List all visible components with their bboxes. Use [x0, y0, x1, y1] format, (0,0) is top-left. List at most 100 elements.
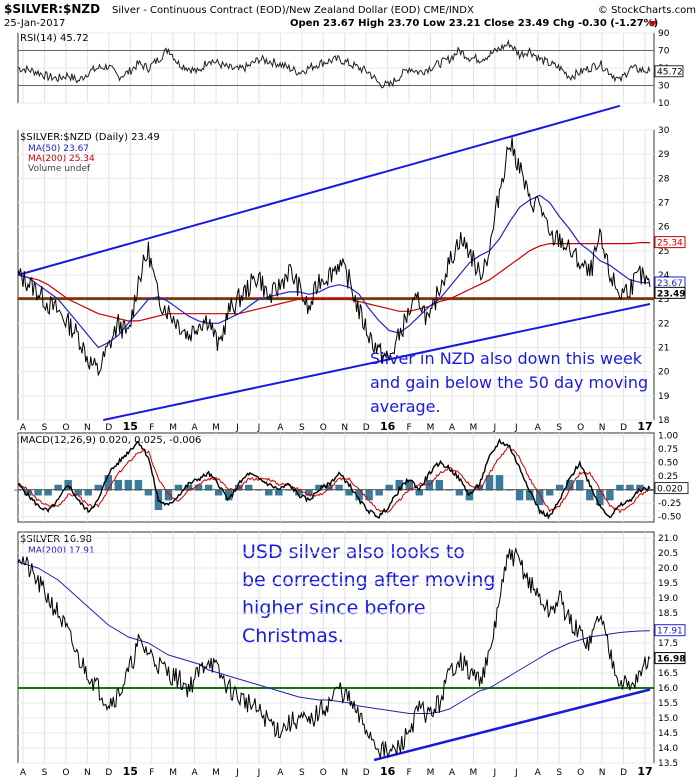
- nzd-tick: 25: [658, 247, 669, 257]
- macd-hist-bar: [94, 484, 102, 491]
- usd-tick: 19.5: [658, 579, 678, 589]
- usd-value-tag-text: 17.91: [657, 627, 683, 637]
- x-tick-label: J: [514, 768, 518, 778]
- x-tick-label: 15: [123, 765, 138, 778]
- x-tick-label: N: [84, 423, 91, 433]
- usd-tick: 14.0: [658, 744, 678, 754]
- macd-hist-bar: [415, 489, 423, 496]
- x-tick-label: N: [599, 768, 606, 778]
- usd-tick: 16.0: [658, 684, 678, 694]
- x-tick-label: S: [42, 768, 48, 778]
- macd-hist-bar: [345, 489, 353, 496]
- nzd-tick: 19: [658, 392, 670, 402]
- macd-hist-bar: [315, 484, 323, 491]
- x-tick-label: J: [493, 768, 497, 778]
- macd-tick: 0.50: [658, 459, 678, 469]
- rsi-tick: 70: [658, 47, 670, 57]
- x-tick-label: A: [192, 768, 199, 778]
- macd-hist-bar: [555, 484, 564, 491]
- x-tick-label: O: [62, 423, 69, 433]
- x-tick-label: N: [341, 768, 348, 778]
- panel-frame-2: [17, 432, 655, 523]
- x-tick-label: N: [599, 423, 606, 433]
- usd-tick: 20.0: [658, 564, 678, 574]
- usd-price-line: [17, 546, 651, 759]
- macd-hist-bar: [295, 489, 303, 496]
- macd-hist-bar: [435, 479, 444, 491]
- usd-annotation-line-1: USD silver also looks to: [242, 541, 465, 563]
- x-tick-label: D: [620, 423, 627, 433]
- macd-hist-bar: [305, 489, 313, 496]
- x-tick-label: D: [105, 768, 112, 778]
- macd-hist-bar: [576, 479, 584, 491]
- ma200-line: [17, 242, 650, 322]
- nzd-legend-volume: Volume undef: [28, 164, 91, 174]
- macd-tick: 0.25: [658, 472, 678, 482]
- rsi-tick: 90: [658, 29, 670, 39]
- macd-hist-bar: [134, 479, 143, 491]
- x-tick-label: M: [169, 768, 177, 778]
- nzd-legend-ma50: MA(50) 23.67: [28, 144, 89, 154]
- macd-hist-bar: [234, 484, 243, 491]
- usd-tick: 17.5: [658, 639, 678, 649]
- usd-value-tag-text: 16.98: [657, 655, 685, 665]
- chart-date: 25-Jan-2017: [4, 18, 65, 29]
- macd-tick: 1.00: [658, 432, 678, 442]
- macd-hist-bar: [265, 489, 273, 496]
- nzd-tick: 21: [658, 344, 669, 354]
- nzd-tick: 18: [658, 416, 670, 426]
- x-tick-label: S: [299, 423, 305, 433]
- usd-trendline: [373, 688, 651, 762]
- x-tick-label: M: [470, 423, 478, 433]
- macd-label: MACD(12,26,9) 0.020, 0.025, -0.006: [20, 435, 201, 446]
- nzd-tick: 26: [658, 223, 670, 233]
- x-tick-label: O: [577, 768, 584, 778]
- lower-trendline: [103, 303, 651, 421]
- macd-hist-bar: [275, 489, 283, 496]
- usd-label: $SILVER 16.98: [20, 534, 92, 545]
- macd-hist-bar: [566, 479, 574, 491]
- x-tick-label: O: [320, 423, 327, 433]
- macd-tick: 0.75: [658, 445, 678, 455]
- macd-hist-bar: [74, 489, 82, 496]
- x-tick-label: M: [212, 768, 220, 778]
- x-tick-label: J: [514, 423, 518, 433]
- x-tick-label: F: [406, 768, 411, 778]
- macd-hist-bar: [325, 484, 333, 491]
- x-tick-label: F: [149, 423, 154, 433]
- rsi-value-tag: [654, 65, 684, 78]
- chart-source: © StockCharts.com: [598, 5, 696, 16]
- usd-tick: 18.5: [658, 609, 678, 619]
- x-tick-label: S: [556, 768, 562, 778]
- chart-symbol: $SILVER:$NZD: [4, 2, 100, 16]
- nzd-label: $SILVER:$NZD (Daily) 23.49: [20, 132, 160, 143]
- nzd-value-tag-text: 23.49: [657, 289, 685, 299]
- usd-tick: 21.0: [658, 534, 678, 544]
- macd-hist-bar: [586, 489, 594, 501]
- x-tick-label: 16: [380, 765, 396, 778]
- macd-hist-bar: [365, 489, 373, 501]
- macd-hist-bar: [606, 489, 614, 501]
- nzd-tick: 24: [658, 271, 670, 281]
- macd-hist-bar: [355, 489, 363, 501]
- rsi-line: [17, 39, 651, 89]
- macd-hist-bar: [144, 489, 153, 496]
- x-tick-label: N: [341, 423, 348, 433]
- rsi-panel: RSI(14) 45.72 907050301045.72: [17, 29, 684, 109]
- rsi-label: RSI(14) 45.72: [20, 33, 89, 44]
- usd-annotation-line-2: be correcting after moving: [242, 569, 496, 591]
- nzd-tick: 23: [658, 295, 669, 305]
- nzd-value-tag-text: 25.34: [657, 239, 683, 249]
- x-tick-label: J: [235, 768, 239, 778]
- macd-hist-bar: [214, 489, 223, 496]
- x-tick-label: J: [235, 423, 239, 433]
- nzd-tick: 22: [658, 319, 669, 329]
- macd-hist-bar: [385, 484, 393, 491]
- macd-hist-bar: [475, 484, 484, 491]
- usd-tick: 20.5: [658, 549, 678, 559]
- usd-tick: 15.5: [658, 699, 678, 709]
- down-arrow-icon: [649, 21, 657, 27]
- x-tick-label: A: [449, 423, 456, 433]
- silver-usd-panel: $SILVER 16.98 MA(200) 17.91 USD silver a…: [17, 534, 686, 769]
